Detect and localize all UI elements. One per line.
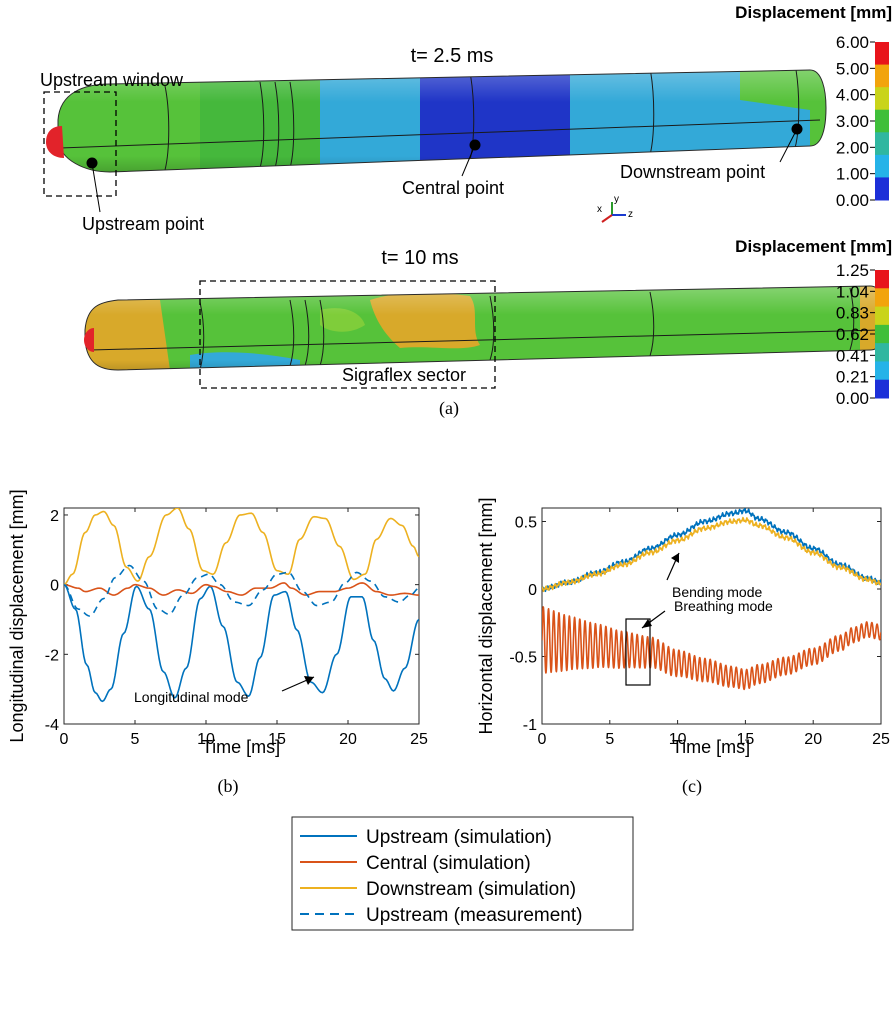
chart-c-annotation-bending: Bending mode [672,584,763,600]
colorbar-bottom-swatch [875,288,889,308]
chart-c-annotation-breathing: Breathing mode [674,598,773,614]
colorbar-bottom-tick: 1.25 [836,261,869,280]
colorbar-bottom: 1.25 1.04 0.83 0.62 0.41 0.21 0.00 [836,261,889,408]
chart-horizontal: 0 5 10 15 20 25 -1 -0.5 0 0.5 Time [ms] Horizonta… [476,497,890,757]
colorbar-top-swatch [875,154,889,178]
colorbar-top-swatch [875,109,889,133]
colorbar-top-swatch [875,132,889,156]
chart-c-ytick: 0.5 [515,515,537,532]
colorbar-top-tick: 6.00 [836,33,869,52]
legend-label: Upstream (measurement) [366,905,582,926]
chart-c-xtick: 0 [538,731,547,748]
colorbar-bottom-swatch [875,343,889,362]
colorbar-bottom-tick: 0.83 [836,304,869,323]
legend-label: Upstream (simulation) [366,827,552,848]
chart-b-xtick: 25 [410,731,428,748]
triad-z: z [628,209,633,220]
upstream-point-label: Upstream point [82,214,204,234]
upstream-window-label: Upstream window [40,70,184,90]
chart-b-frame [63,507,420,725]
colorbar-bottom-tick: 0.00 [836,389,869,408]
colorbar-top-tick: 0.00 [836,191,869,210]
chart-b-xtick: 0 [60,731,69,748]
central-point-label: Central point [402,178,504,198]
chart-c-xtick: 5 [605,731,614,748]
chart-b-series-upstream-measurement [64,564,419,617]
caption-c: (c) [682,776,702,797]
chart-b-series-downstream-simulation [64,508,419,586]
colorbar-title-bottom: Displacement [mm] [735,237,892,256]
panel-a-top: t= 2.5 ms Upstream window Upstream point [40,3,892,234]
triad-y: y [614,194,619,205]
chart-b-ytick: -2 [45,647,59,664]
colorbar-bottom-swatch [875,270,889,289]
colorbar-top-tick: 1.00 [836,165,869,184]
chart-c-ytick: -0.5 [509,650,537,667]
chart-b-ylabel: Longitudinal displacement [mm] [7,489,27,742]
chart-b-xtick: 10 [197,731,215,748]
chart-b-series-upstream-simulation [64,583,419,703]
sigraflex-sector-box [199,280,496,389]
chart-c-xtick: 10 [669,731,687,748]
upstream-window-box [43,91,117,197]
colorbar-bottom-tick: 1.04 [836,282,869,301]
pipe-bottom [85,286,886,370]
colorbar-top-swatch [875,177,889,201]
chart-b-ytick: 2 [50,508,59,525]
downstream-point-label: Downstream point [620,162,765,182]
colorbar-top-swatch [875,64,889,88]
colorbar-bottom-swatch [875,361,889,381]
colorbar-bottom-swatch [875,306,889,326]
chart-b-ytick: -4 [45,717,59,734]
time-label-bottom: t= 10 ms [381,247,458,269]
axes-triad: y z x [597,194,633,223]
sigraflex-sector-label: Sigraflex sector [342,365,466,385]
panel-a-bottom: t= 10 ms Sigraflex sector Displacement [… [84,237,892,408]
colorbar-bottom-tick: 0.21 [836,368,869,387]
colorbar-title-top: Displacement [mm] [735,3,892,22]
chart-c-ytick: 0 [528,582,537,599]
colorbar-top-tick: 2.00 [836,138,869,157]
triad-x: x [597,204,602,215]
colorbar-top-tick: 3.00 [836,112,869,131]
chart-longitudinal: 0 5 10 15 20 25 -4 -2 0 2 Time [ms] Longitudinal … [7,489,428,757]
breathing-mode-box [625,618,651,686]
chart-b-xtick: 5 [131,731,140,748]
colorbar-top: 6.00 5.00 4.00 3.00 2.00 1.00 0.00 [836,33,889,210]
chart-b-ytick: 0 [50,578,59,595]
legend-label: Central (simulation) [366,853,531,874]
colorbar-bottom-tick: 0.62 [836,325,869,344]
colorbar-bottom-swatch [875,379,889,399]
chart-c-ytick: -1 [523,717,537,734]
caption-b: (b) [218,776,239,797]
chart-c-xtick: 25 [872,731,890,748]
upstream-end-cap [46,126,64,158]
chart-c-frame [541,507,882,725]
legend-label: Downstream (simulation) [366,879,576,900]
chart-c-xlabel: Time [ms] [672,737,750,757]
chart-b-xlabel: Time [ms] [202,737,280,757]
colorbar-top-swatch [875,87,889,111]
chart-c-ylabel: Horizontal displacement [mm] [476,497,496,734]
caption-a: (a) [439,398,459,419]
chart-c-xtick: 15 [737,731,755,748]
time-label-top: t= 2.5 ms [411,45,494,67]
chart-b-xtick: 20 [339,731,357,748]
chart-c-series-central-simulation [542,606,881,691]
chart-c-series-upstream-simulation [542,508,881,593]
chart-b-xtick: 15 [268,731,286,748]
chart-b-annotation: Longitudinal mode [134,689,249,705]
chart-b-series-central-simulation [64,582,419,596]
chart-c-series-downstream-simulation [542,516,881,593]
colorbar-top-tick: 4.00 [836,86,869,105]
chart-c-xtick: 20 [804,731,822,748]
colorbar-bottom-swatch [875,324,889,344]
colorbar-bottom-tick: 0.41 [836,346,869,365]
colorbar-top-tick: 5.00 [836,59,869,78]
colorbar-top-swatch [875,42,889,66]
legend: Upstream (simulation) Central (simulation… [291,816,634,931]
